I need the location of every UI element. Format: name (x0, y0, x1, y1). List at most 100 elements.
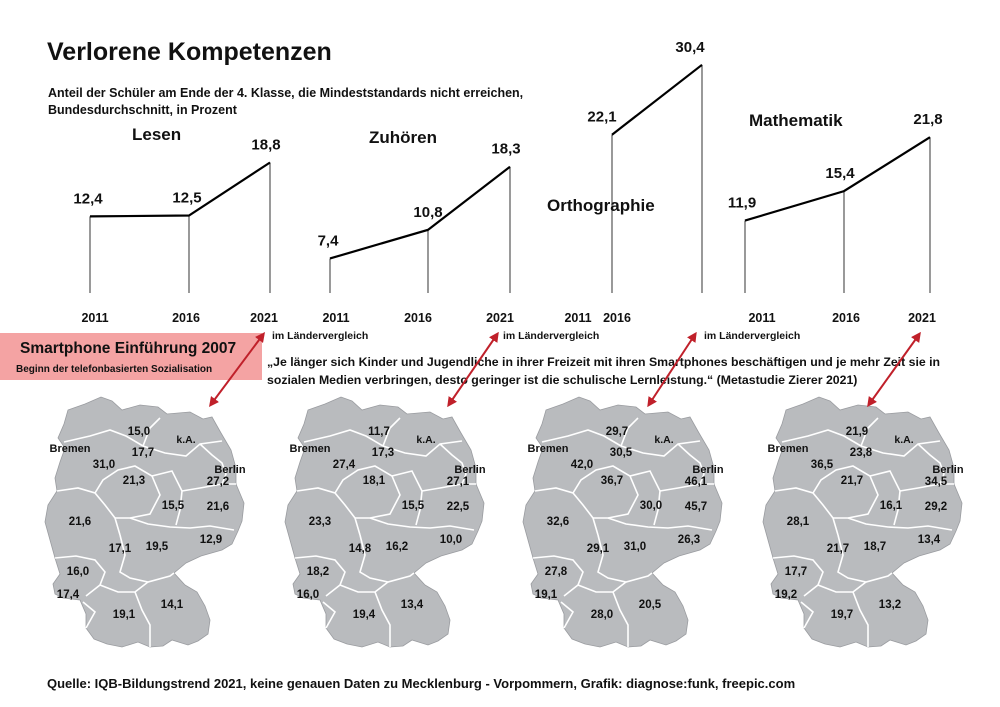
x-tick-label: 2011 (564, 311, 591, 325)
quote-line-1: „Je länger sich Kinder und Jugendliche i… (267, 355, 941, 369)
state-border (339, 581, 389, 593)
state-value-sh: 15,0 (128, 426, 150, 438)
state-border (56, 487, 121, 536)
state-value-be: 34,5 (925, 476, 948, 488)
arrow-4 (867, 331, 921, 408)
laendervergleich-label-1: im Ländervergleich (272, 330, 369, 342)
state-border (577, 581, 627, 593)
mv-label: k.A. (654, 434, 673, 446)
state-border (374, 591, 391, 647)
state-value-by: 13,4 (401, 599, 424, 611)
x-tick-label: 2011 (81, 311, 108, 325)
data-label: 7,4 (318, 232, 340, 249)
chart-title: Lesen (132, 125, 181, 144)
berlin-label: Berlin (454, 464, 485, 476)
state-value-bb: 22,5 (447, 501, 470, 513)
chart-4: 11,9 15,4 21,8 2011 2016 2021 Mathematik (728, 111, 943, 325)
data-label: 12,4 (73, 190, 103, 207)
arrow-3 (647, 331, 697, 408)
state-border (199, 443, 227, 485)
chart-3: 22,1 30,4 2011 2016 Orthographie (547, 39, 705, 325)
state-border (134, 591, 151, 647)
map-4: 21,9 23,8 36,5 21,7 34,5 29,2 16,1 28,1 21,7 18,7… (762, 396, 964, 648)
x-tick-label: 2016 (172, 311, 200, 325)
state-value-sh: 21,9 (846, 426, 868, 438)
state-value-bw: 19,4 (353, 609, 376, 621)
state-border (359, 534, 415, 583)
bremen-label: Bremen (528, 443, 569, 455)
page-title: Verlorene Kompetenzen (47, 38, 332, 66)
state-border (772, 555, 824, 597)
state-border (382, 440, 463, 457)
state-value-th: 31,0 (624, 541, 646, 553)
state-value-by: 13,2 (879, 599, 901, 611)
data-label: 11,9 (728, 195, 756, 212)
state-value-hh: 17,7 (132, 447, 154, 459)
x-tick-label: 2016 (832, 311, 860, 325)
state-value-sn: 13,4 (918, 534, 941, 546)
state-value-nw: 23,3 (309, 516, 331, 528)
data-label: 15,4 (825, 165, 855, 182)
data-label: 12,5 (172, 190, 201, 207)
map-2: 11,7 17,3 27,4 18,1 27,1 22,5 15,5 23,3 14,8 16,2… (284, 396, 486, 648)
state-border (129, 517, 235, 531)
state-border (597, 534, 653, 583)
state-border (847, 517, 953, 531)
state-value-hb: 27,4 (333, 459, 356, 471)
subtitle-line-1: Anteil der Schüler am Ende der 4. Klasse… (48, 86, 524, 100)
data-label: 30,4 (675, 39, 705, 56)
state-value-bw: 28,0 (591, 609, 613, 621)
state-value-bw: 19,1 (113, 609, 136, 621)
berlin-label: Berlin (692, 464, 723, 476)
state-border (607, 517, 713, 531)
bremen-label: Bremen (50, 443, 91, 455)
state-value-nw: 32,6 (547, 516, 569, 528)
state-border (612, 591, 629, 647)
smartphone-title: Smartphone Einführung 2007 (20, 340, 237, 357)
state-border (781, 429, 862, 447)
state-value-rp: 16,0 (67, 566, 89, 578)
state-border (852, 591, 869, 647)
state-value-st: 15,5 (402, 500, 425, 512)
state-value-sh: 11,7 (368, 426, 390, 438)
x-tick-label: 2021 (908, 311, 936, 325)
state-value-sl: 17,4 (57, 589, 80, 601)
source-note: Quelle: IQB-Bildungstrend 2021, keine ge… (47, 676, 796, 691)
x-tick-label: 2011 (322, 311, 349, 325)
state-border (917, 443, 945, 485)
state-border (899, 483, 954, 492)
state-border (63, 429, 144, 447)
state-border (181, 483, 236, 492)
state-value-ni: 21,7 (841, 475, 863, 487)
state-border (322, 601, 337, 629)
state-border (532, 555, 584, 597)
state-value-hh: 17,3 (372, 447, 394, 459)
state-value-sh: 29,7 (606, 426, 628, 438)
mv-label: k.A. (894, 434, 913, 446)
state-value-hb: 31,0 (93, 459, 115, 471)
state-border (774, 487, 839, 536)
state-value-sn: 26,3 (678, 534, 700, 546)
chart-1: 12,4 12,5 18,8 2011 2016 2021 Lesen (73, 125, 280, 325)
map-3: 29,7 30,5 42,0 36,7 46,1 45,7 30,0 32,6 29,1 31,0… (522, 396, 724, 648)
state-value-hb: 42,0 (571, 459, 593, 471)
smartphone-subtitle: Beginn der telefonbasierten Sozialisatio… (16, 364, 213, 375)
state-border (119, 534, 175, 583)
laendervergleich-label-3: im Ländervergleich (704, 330, 801, 342)
chart-title: Zuhören (369, 128, 437, 147)
state-border (560, 601, 575, 629)
series-line (611, 63, 703, 136)
state-border (142, 440, 223, 457)
data-label: 22,1 (587, 109, 616, 126)
berlin-label: Berlin (214, 464, 245, 476)
state-value-hb: 36,5 (811, 459, 834, 471)
state-value-by: 14,1 (161, 599, 184, 611)
bremen-label: Bremen (768, 443, 809, 455)
state-value-ni: 21,3 (123, 475, 145, 487)
state-value-sl: 16,0 (297, 589, 319, 601)
state-value-be: 46,1 (685, 476, 708, 488)
state-value-he: 21,7 (827, 543, 849, 555)
state-border (860, 440, 941, 457)
state-border (800, 601, 815, 629)
